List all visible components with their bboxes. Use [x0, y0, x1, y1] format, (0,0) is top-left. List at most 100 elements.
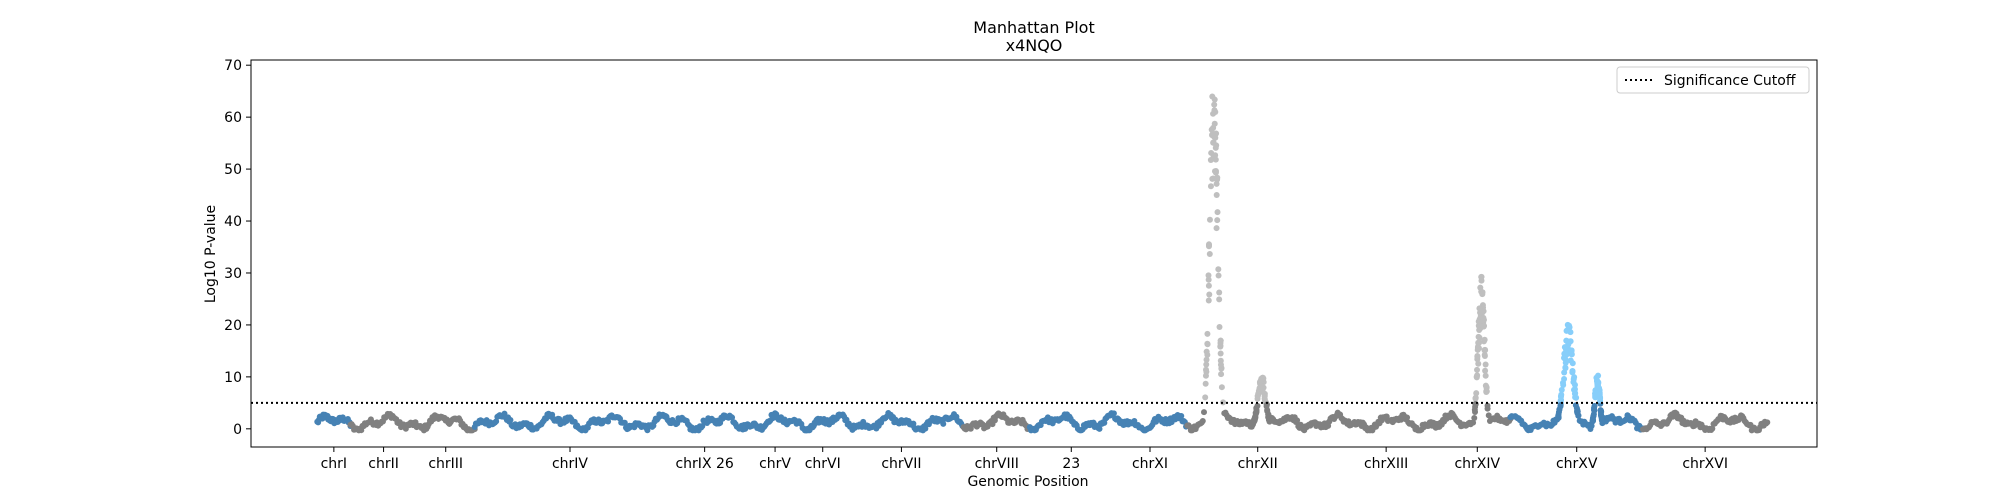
data-point [1253, 404, 1260, 411]
x-tick-label: chrI [321, 456, 347, 472]
data-point [729, 414, 736, 421]
data-point [644, 427, 651, 434]
x-axis-label: Genomic Position [967, 474, 1088, 490]
data-point [1591, 402, 1598, 409]
data-point [1557, 393, 1564, 400]
data-point [1480, 323, 1487, 330]
data-point [910, 420, 917, 427]
data-point [1596, 385, 1603, 392]
data-point [1480, 314, 1487, 321]
data-point [1481, 336, 1488, 343]
data-point [621, 419, 628, 426]
data-point [1482, 367, 1489, 374]
data-point [1110, 410, 1117, 417]
data-point [1595, 372, 1602, 379]
data-point [1709, 425, 1716, 432]
data-point [1294, 417, 1301, 424]
data-point [1561, 376, 1568, 383]
data-point [1567, 329, 1574, 336]
legend-box [1616, 66, 1810, 94]
y-axis-label: Log10 P-value [203, 205, 219, 303]
data-point [1211, 101, 1218, 108]
data-point [1210, 110, 1217, 117]
data-point [493, 418, 500, 425]
data-point [1218, 384, 1225, 391]
y-tick-label: 20 [224, 318, 242, 334]
data-point [1206, 291, 1213, 298]
x-tick-label: chrVI [805, 456, 841, 472]
data-point [1478, 273, 1485, 280]
data-point [1561, 344, 1568, 351]
x-tick-label: chrIII [428, 456, 463, 472]
data-point [1205, 272, 1212, 279]
x-tick-label: chrXIII [1364, 456, 1408, 472]
data-point [1574, 408, 1581, 415]
data-point [1207, 156, 1214, 163]
data-point [1264, 406, 1271, 413]
y-tick-label: 0 [233, 422, 242, 438]
data-point [1204, 340, 1211, 347]
data-point [1215, 266, 1222, 273]
data-point [1201, 409, 1207, 416]
data-point [1210, 175, 1217, 182]
data-point [1266, 415, 1273, 422]
plot-area-frame [250, 59, 1818, 448]
x-axis: chrI chrII chrIII chrIV chrIX 26 chrV chrVI chr… [321, 447, 1728, 472]
data-point [1597, 409, 1604, 416]
data-point [1217, 350, 1224, 357]
data-point [1216, 324, 1223, 331]
data-point [940, 420, 947, 427]
data-point [1561, 354, 1568, 361]
data-point [1562, 359, 1569, 366]
data-point [1482, 372, 1489, 379]
data-point [1213, 130, 1220, 137]
x-tick-label: 23 [1062, 456, 1080, 472]
data-point [1475, 318, 1482, 325]
data-point [1205, 297, 1212, 304]
data-point [1474, 353, 1481, 360]
data-point [1096, 425, 1103, 432]
data-point [1470, 419, 1477, 426]
data-point [1475, 360, 1482, 367]
data-point [1216, 289, 1223, 296]
data-point [1592, 392, 1599, 399]
data-point [1220, 399, 1227, 406]
data-point [1206, 250, 1213, 257]
data-point [1557, 403, 1564, 410]
data-point [1202, 372, 1209, 379]
y-tick-label: 50 [224, 162, 242, 178]
data-point [1472, 403, 1479, 410]
data-point [1213, 192, 1220, 199]
data-point [1590, 413, 1597, 420]
data-point [1202, 380, 1209, 387]
data-point [1208, 126, 1215, 133]
data-point [1213, 180, 1220, 187]
data-point [1178, 412, 1185, 419]
data-point [1568, 347, 1575, 354]
chart-subtitle: x4NQO [1006, 36, 1063, 55]
data-point [1562, 365, 1569, 372]
data-point [1199, 418, 1206, 425]
data-point [1216, 296, 1223, 303]
data-point [1204, 351, 1211, 358]
data-point [1479, 291, 1486, 298]
data-point [1482, 361, 1489, 368]
data-point [1764, 419, 1771, 426]
data-point [1213, 142, 1220, 149]
data-point [1259, 388, 1266, 395]
data-point [1484, 405, 1491, 412]
data-point [1566, 322, 1573, 329]
x-tick-label: chrIV [552, 456, 588, 472]
data-point [1483, 384, 1490, 391]
data-point [1254, 392, 1261, 399]
legend: Significance Cutoff [1616, 66, 1810, 94]
data-point [1203, 356, 1210, 363]
data-point [1481, 347, 1488, 354]
y-tick-label: 30 [224, 266, 242, 282]
data-point [1217, 340, 1224, 347]
data-point [1215, 272, 1222, 279]
x-tick-label: chrXIV [1454, 456, 1500, 472]
y-tick-label: 40 [224, 214, 242, 230]
data-point [1404, 414, 1411, 421]
